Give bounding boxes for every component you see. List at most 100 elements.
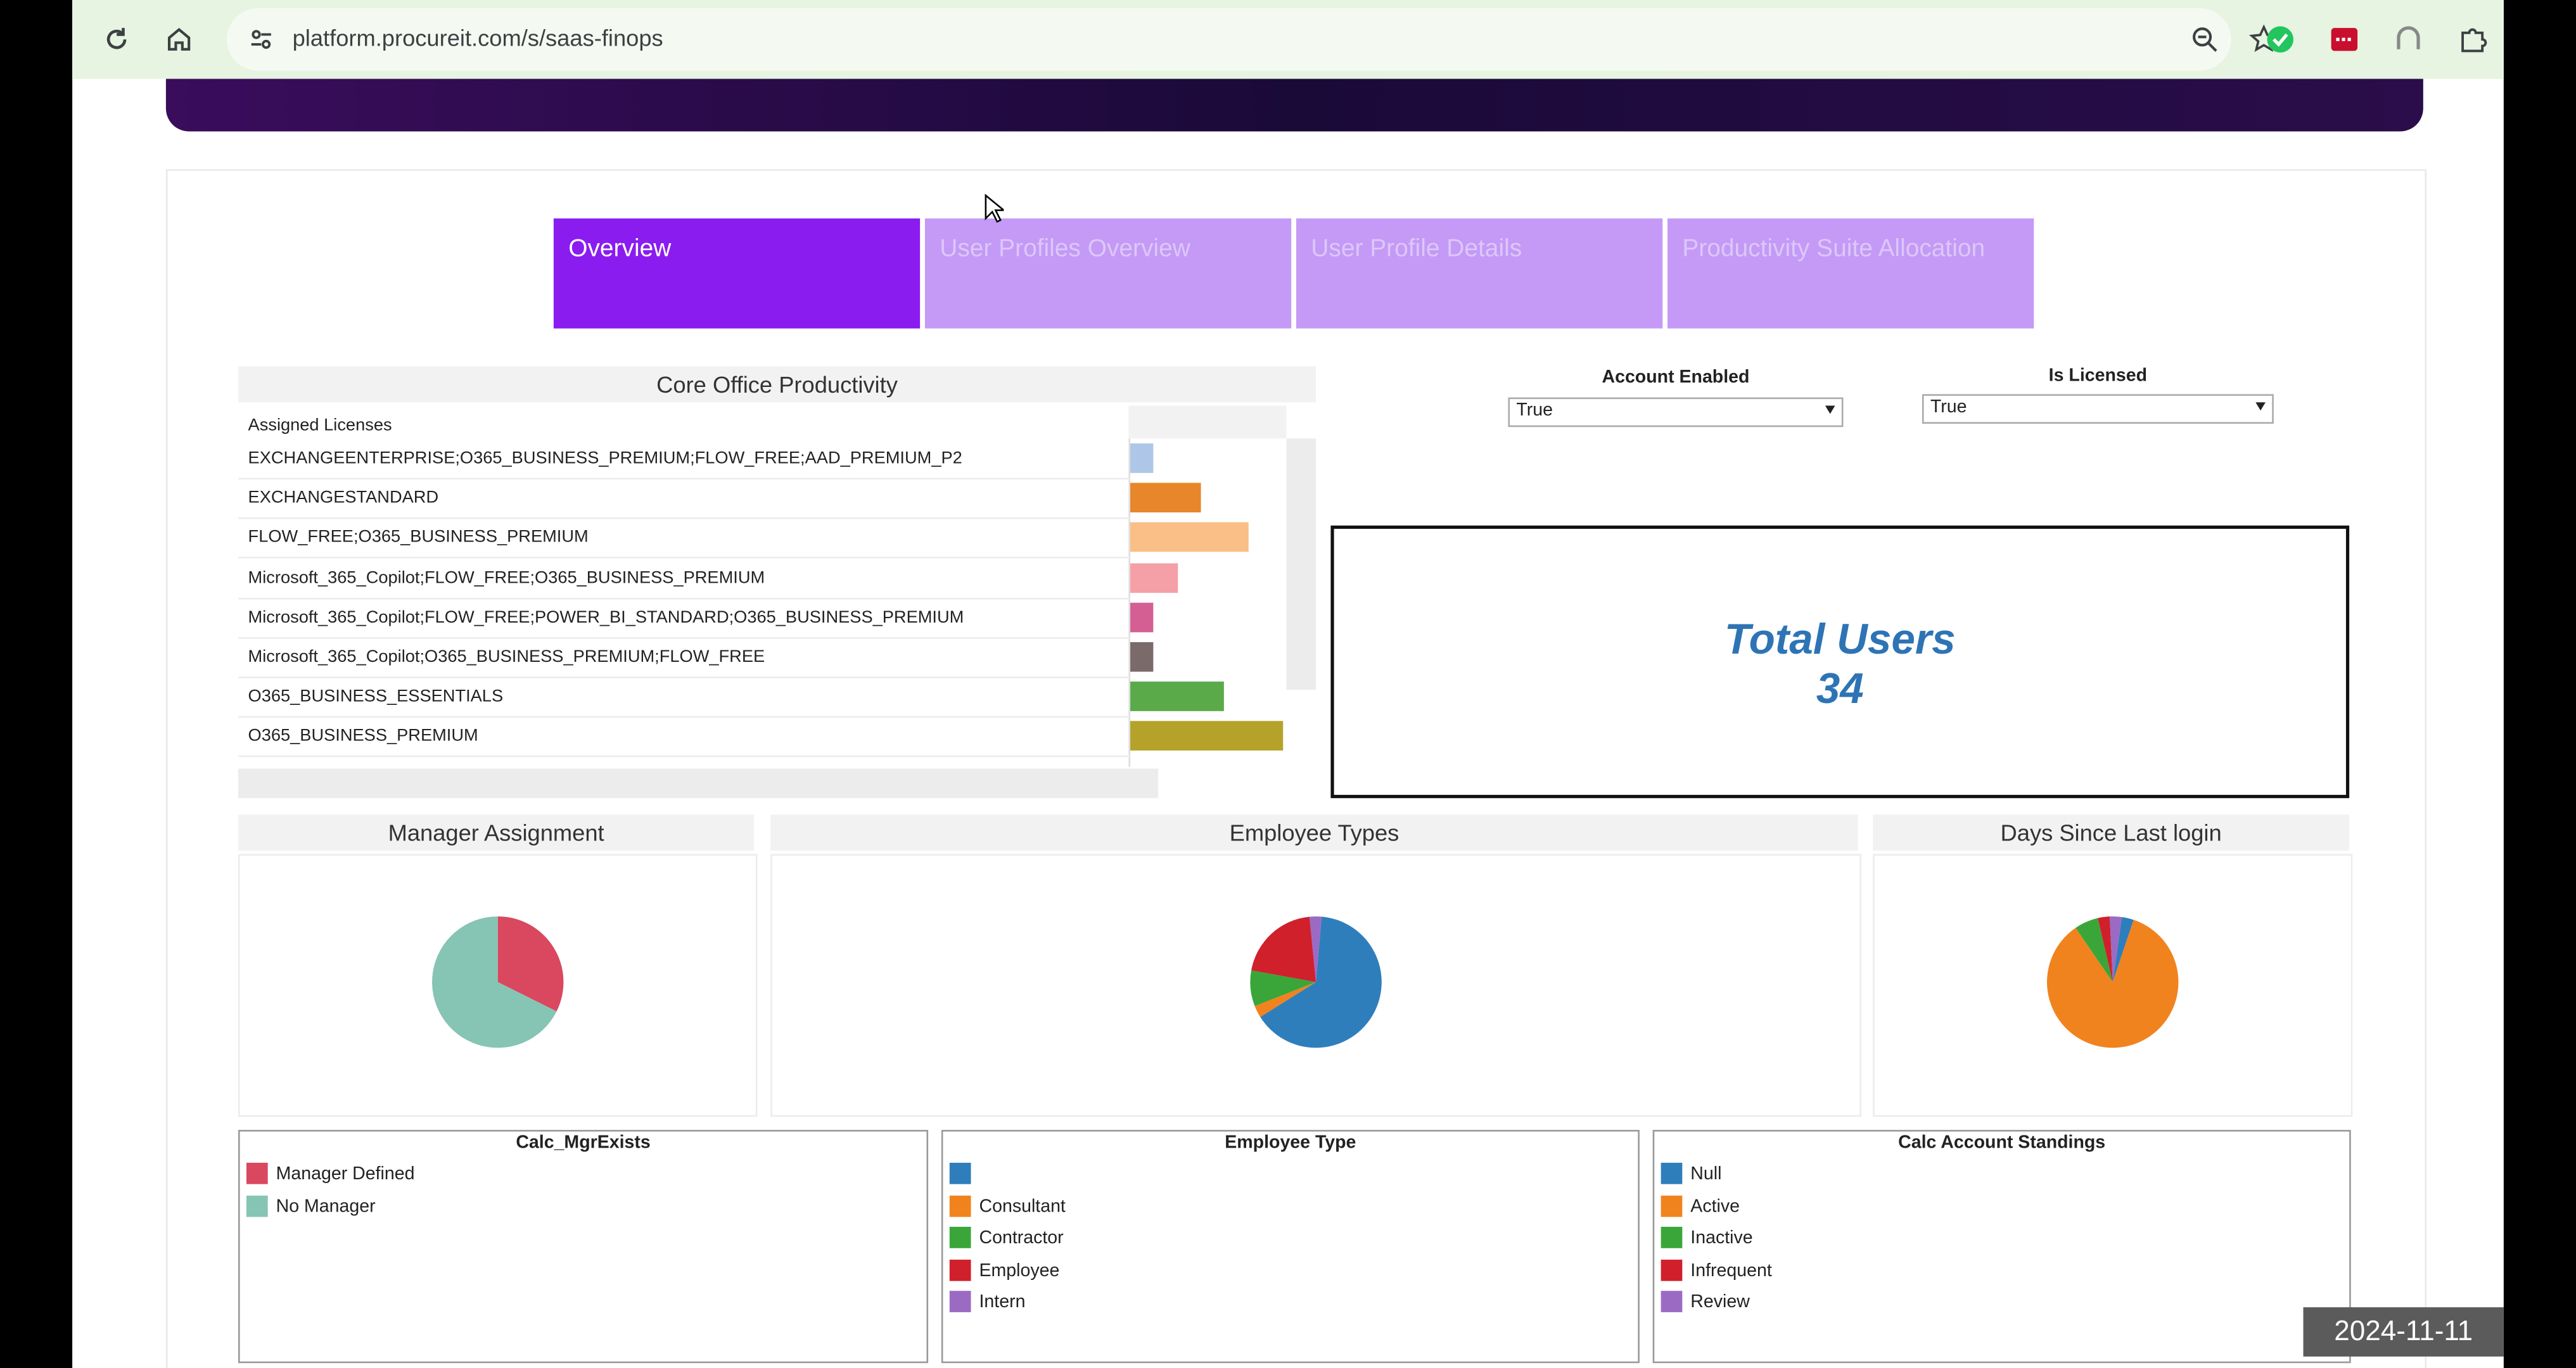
account-standings-legend: Calc Account Standings Null Active Inactiv… bbox=[1652, 1130, 2351, 1364]
pie-slice[interactable] bbox=[431, 916, 557, 1048]
bar-cell bbox=[1130, 677, 1286, 716]
table-row[interactable]: EXCHANGEENTERPRISE;O365_BUSINESS_PREMIUM… bbox=[238, 438, 1286, 478]
vertical-scrollbar[interactable] bbox=[1286, 438, 1317, 690]
total-users-value: 34 bbox=[1816, 663, 1864, 713]
license-bar[interactable] bbox=[1130, 562, 1178, 593]
chevron-down-icon bbox=[2255, 402, 2266, 411]
date-stamp: 2024-11-11 bbox=[2303, 1307, 2504, 1357]
manager-assignment-chart bbox=[238, 854, 758, 1117]
pie-slice[interactable] bbox=[1251, 916, 1317, 982]
license-bar[interactable] bbox=[1130, 681, 1225, 712]
tab-user-profile-details[interactable]: User Profile Details bbox=[1296, 218, 1663, 329]
pie-slice[interactable] bbox=[1260, 916, 1382, 1048]
extension-green-check-icon[interactable] bbox=[2260, 20, 2300, 59]
legend-label: Inactive bbox=[1690, 1228, 1753, 1248]
pie-slice[interactable] bbox=[1250, 970, 1317, 1006]
license-bar[interactable] bbox=[1130, 642, 1154, 672]
legend-swatch bbox=[1661, 1227, 1683, 1248]
pie-slice[interactable] bbox=[2112, 916, 2134, 982]
home-icon[interactable] bbox=[160, 20, 199, 59]
legend-swatch bbox=[1661, 1258, 1683, 1281]
bar-cell bbox=[1130, 637, 1286, 676]
row-divider bbox=[238, 756, 1131, 758]
manager-assignment-title: Manager Assignment bbox=[238, 814, 755, 851]
mouse-cursor-icon bbox=[985, 193, 1004, 223]
table-row[interactable]: Microsoft_365_Copilot;O365_BUSINESS_PREM… bbox=[238, 637, 1286, 676]
row-divider bbox=[238, 676, 1131, 678]
employee-types-pie bbox=[1250, 916, 1382, 1048]
legend-label: Contractor bbox=[979, 1228, 1064, 1248]
total-users-title: Total Users bbox=[1724, 614, 1956, 664]
pie-slice[interactable] bbox=[2047, 920, 2179, 1048]
legend-label: Employee bbox=[979, 1260, 1060, 1281]
pie-slice[interactable] bbox=[2110, 916, 2122, 982]
manager-legend: Calc_MgrExists Manager Defined No Manager bbox=[238, 1130, 929, 1364]
row-divider bbox=[238, 557, 1131, 559]
legend-swatch bbox=[949, 1291, 971, 1312]
days-since-login-chart bbox=[1873, 854, 2353, 1117]
extensions-puzzle-icon[interactable] bbox=[2452, 20, 2492, 59]
tab-user-profiles-overview[interactable]: User Profiles Overview bbox=[924, 218, 1292, 329]
legend-swatch bbox=[949, 1162, 971, 1184]
legend-label: No Manager bbox=[276, 1196, 376, 1217]
account-standings-legend-title: Calc Account Standings bbox=[1898, 1133, 2106, 1153]
employee-types-title: Employee Types bbox=[770, 814, 1858, 851]
pie-slice[interactable] bbox=[1309, 916, 1322, 982]
row-divider bbox=[238, 716, 1131, 718]
pie-slice[interactable] bbox=[1254, 982, 1317, 1017]
table-row[interactable]: EXCHANGESTANDARD bbox=[238, 478, 1286, 517]
zoom-icon[interactable] bbox=[2190, 25, 2220, 54]
days-since-login-pie bbox=[2047, 916, 2179, 1048]
chevron-down-icon bbox=[1825, 405, 1835, 414]
url-text[interactable]: platform.procureit.com/s/saas-finops bbox=[292, 24, 663, 51]
row-divider bbox=[238, 597, 1131, 599]
pie-slice[interactable] bbox=[2075, 918, 2113, 982]
legend-label: Review bbox=[1690, 1292, 1750, 1312]
license-label: EXCHANGESTANDARD bbox=[248, 488, 439, 508]
core-office-title: Core Office Productivity bbox=[238, 366, 1317, 403]
address-bar[interactable]: platform.procureit.com/s/saas-finops bbox=[226, 8, 2279, 71]
license-bar[interactable] bbox=[1130, 483, 1201, 513]
horizontal-scrollbar[interactable] bbox=[238, 768, 1159, 799]
bar-cell bbox=[1130, 558, 1286, 597]
row-divider bbox=[238, 636, 1131, 639]
license-label: Microsoft_365_Copilot;FLOW_FREE;POWER_BI… bbox=[248, 607, 964, 628]
column-divider bbox=[1128, 405, 1131, 767]
manager-legend-title: Calc_MgrExists bbox=[516, 1133, 651, 1153]
account-enabled-select[interactable]: True bbox=[1508, 397, 1844, 428]
legend-label: Null bbox=[1690, 1164, 1722, 1184]
license-label: O365_BUSINESS_PREMIUM bbox=[248, 726, 478, 747]
table-row[interactable]: O365_BUSINESS_PREMIUM bbox=[238, 717, 1286, 756]
pie-slice[interactable] bbox=[2098, 916, 2113, 982]
assigned-licenses-header: Assigned Licenses bbox=[248, 415, 392, 436]
pie-slice[interactable] bbox=[497, 916, 564, 1011]
tab-overview[interactable]: Overview bbox=[553, 218, 921, 329]
site-info-icon[interactable] bbox=[246, 25, 276, 54]
license-bar[interactable] bbox=[1130, 602, 1154, 632]
legend-label: Intern bbox=[979, 1292, 1026, 1312]
extension-red-icon[interactable] bbox=[2324, 20, 2364, 59]
is-licensed-select[interactable]: True bbox=[1922, 394, 2274, 424]
legend-label: Consultant bbox=[979, 1196, 1066, 1217]
table-row[interactable]: O365_BUSINESS_ESSENTIALS bbox=[238, 677, 1286, 716]
extension-grey-icon[interactable] bbox=[2388, 20, 2428, 59]
table-row[interactable]: FLOW_FREE;O365_BUSINESS_PREMIUM bbox=[238, 518, 1286, 557]
account-enabled-value: True bbox=[1516, 400, 1553, 421]
legend-swatch bbox=[949, 1194, 971, 1217]
license-label: Microsoft_365_Copilot;FLOW_FREE;O365_BUS… bbox=[248, 567, 765, 588]
table-row[interactable]: Microsoft_365_Copilot;FLOW_FREE;O365_BUS… bbox=[238, 558, 1286, 597]
legend-swatch bbox=[949, 1258, 971, 1281]
row-divider bbox=[238, 478, 1131, 480]
legend-swatch bbox=[1661, 1291, 1683, 1312]
license-bar[interactable] bbox=[1130, 721, 1284, 752]
legend-swatch bbox=[949, 1227, 971, 1248]
reload-icon[interactable] bbox=[97, 20, 136, 59]
license-bar[interactable] bbox=[1130, 522, 1248, 553]
tab-productivity-suite-allocation[interactable]: Productivity Suite Allocation bbox=[1667, 218, 2034, 329]
legend-swatch bbox=[1661, 1194, 1683, 1217]
employee-type-legend-title: Employee Type bbox=[1225, 1133, 1356, 1153]
table-row[interactable]: Microsoft_365_Copilot;FLOW_FREE;POWER_BI… bbox=[238, 597, 1286, 636]
legend-label: Manager Defined bbox=[276, 1164, 415, 1184]
license-bar[interactable] bbox=[1130, 443, 1154, 473]
is-licensed-label: Is Licensed bbox=[2048, 366, 2148, 386]
